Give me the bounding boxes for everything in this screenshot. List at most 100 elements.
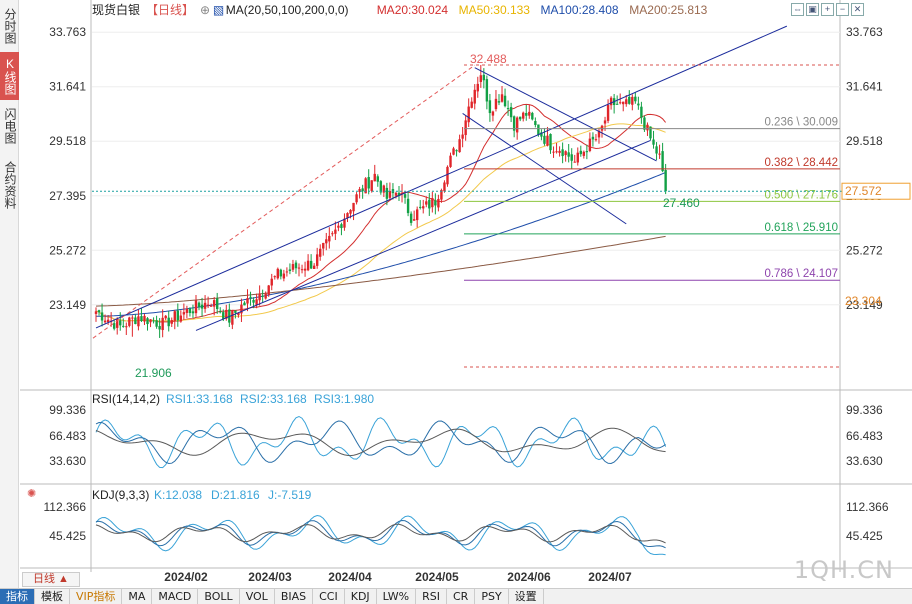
fibonacci-levels[interactable]: 0.236 \ 30.009 0.382 \ 28.442 0.500 \ 27.1… — [464, 117, 840, 281]
tab-contract-info[interactable]: 合约资料 — [3, 161, 17, 209]
zoom-in-icon[interactable]: + — [821, 3, 834, 16]
kdj-j-value: J:-7.519 — [268, 488, 312, 502]
fib-level-label: 0.618 \ 25.910 — [764, 222, 838, 234]
candle-body — [255, 299, 258, 305]
tab-kline[interactable]: K线图 — [0, 52, 19, 100]
chart-toolbar: ⇔ ▣ + − ✕ — [791, 3, 864, 16]
indicator-tab-0[interactable]: 指标 — [0, 589, 35, 604]
rsi-panel: RSI(14,14,2) RSI1:33.168 RSI2:33.168 RSI3:1… — [49, 392, 883, 469]
zoom-out-icon[interactable]: − — [836, 3, 849, 16]
last-low-annotation: 27.460 — [663, 196, 700, 210]
candle-body — [400, 192, 404, 195]
candle-body — [406, 198, 410, 214]
indicator-tab-6[interactable]: VOL — [240, 589, 275, 604]
tab-intraday[interactable]: 分时图 — [3, 8, 17, 44]
candle-body — [194, 300, 198, 314]
indicator-tab-1[interactable]: 模板 — [35, 589, 70, 604]
candle-body — [537, 124, 540, 135]
candle-body — [643, 117, 646, 130]
candle-body — [425, 201, 428, 205]
candle-body — [294, 262, 298, 269]
indicator-tab-12[interactable]: CR — [447, 589, 476, 604]
candle-body — [149, 319, 152, 323]
indicator-tab-13[interactable]: PSY — [475, 589, 509, 604]
grid: 33.763 33.763 31.641 31.641 29.518 29.518 27.3… — [20, 0, 912, 572]
candle-body — [549, 134, 552, 151]
chart-area[interactable]: 33.763 33.763 31.641 31.641 29.518 29.518 27.3… — [0, 0, 912, 588]
fib-level-label: 0.382 \ 28.442 — [764, 157, 838, 169]
candle-body — [279, 269, 283, 277]
candle-body — [219, 311, 222, 313]
indicator-tab-11[interactable]: RSI — [416, 589, 447, 604]
kdj-k-value: K:12.038 — [154, 488, 202, 502]
indicator-tab-7[interactable]: BIAS — [275, 589, 314, 604]
x-tick-label: 2024/04 — [328, 570, 372, 584]
candle-body — [452, 148, 455, 155]
candle-body — [352, 202, 355, 212]
candle-body — [634, 96, 637, 102]
candle-body — [482, 74, 486, 81]
indicator-tab-2[interactable]: VIP指标 — [70, 589, 123, 604]
indicator-tab-5[interactable]: BOLL — [198, 589, 240, 604]
candle-body — [188, 308, 192, 314]
candle-body — [615, 103, 619, 105]
ma100-line — [96, 172, 666, 317]
header-item: MA200:25.813 — [629, 3, 707, 17]
rsi-tick-right: 33.630 — [846, 454, 883, 468]
rsi-tick-right: 66.483 — [846, 429, 883, 443]
period-selector[interactable]: 日线 ▲ — [22, 572, 80, 587]
close-icon[interactable]: ✕ — [851, 3, 864, 16]
candle-body — [285, 271, 289, 273]
candle-body — [161, 317, 164, 331]
indicator-tab-10[interactable]: LW% — [377, 589, 417, 604]
candle-body — [588, 138, 592, 151]
period-selector-label: 日线 — [33, 573, 55, 585]
candle-body — [376, 176, 379, 182]
candle-body — [655, 146, 658, 154]
indicator-tab-4[interactable]: MACD — [152, 589, 199, 604]
candle-body — [349, 209, 352, 214]
candle-body — [273, 276, 276, 278]
indicator-tab-3[interactable]: MA — [122, 589, 153, 604]
fit-icon[interactable]: ⇔ — [791, 3, 804, 16]
candle-body — [382, 185, 386, 193]
candle-body — [646, 124, 649, 131]
candle-body — [122, 325, 125, 327]
candle-body — [173, 311, 176, 321]
candle-body — [358, 189, 361, 192]
candle-body — [652, 139, 655, 145]
candle-body — [222, 312, 225, 319]
candle-body — [573, 161, 576, 163]
candle-body — [364, 178, 367, 194]
candle-body — [618, 102, 622, 104]
screenshot-icon[interactable]: ▣ — [806, 3, 819, 16]
header-item: ⊕ — [200, 3, 210, 17]
candle-body — [497, 101, 501, 103]
candle-body — [258, 293, 261, 301]
header-item: MA(20,50,100,200,0,0) — [226, 3, 349, 17]
tab-flash-chart[interactable]: 闪电图 — [3, 108, 17, 144]
price-tick-right: 29.518 — [846, 134, 883, 148]
candle-body — [412, 219, 416, 221]
candle-body — [397, 192, 401, 196]
candle-body — [543, 135, 546, 144]
kdj-j-line — [95, 514, 666, 556]
candle-body — [158, 326, 161, 330]
candle-body — [185, 308, 189, 313]
candle-body — [249, 296, 252, 298]
candle-body — [519, 116, 522, 120]
candle-body — [200, 304, 204, 309]
trend-lines[interactable] — [92, 25, 840, 368]
indicator-tab-8[interactable]: CCI — [313, 589, 345, 604]
rsi2-line — [95, 420, 666, 465]
candle-body — [319, 248, 322, 257]
candle-body — [491, 111, 495, 116]
candle-body — [155, 320, 158, 327]
indicator-tab-bar: 指标 模板 VIP指标 MA MACD BOLL VOL BIAS CCI KDJ LW% RSI CR… — [0, 588, 912, 604]
candle-body — [106, 319, 110, 323]
indicator-tab-9[interactable]: KDJ — [345, 589, 377, 604]
candle-body — [331, 233, 334, 235]
indicator-tab-14[interactable]: 设置 — [509, 589, 544, 604]
price-tick-right: 25.272 — [846, 243, 883, 257]
candle-body — [488, 100, 492, 114]
